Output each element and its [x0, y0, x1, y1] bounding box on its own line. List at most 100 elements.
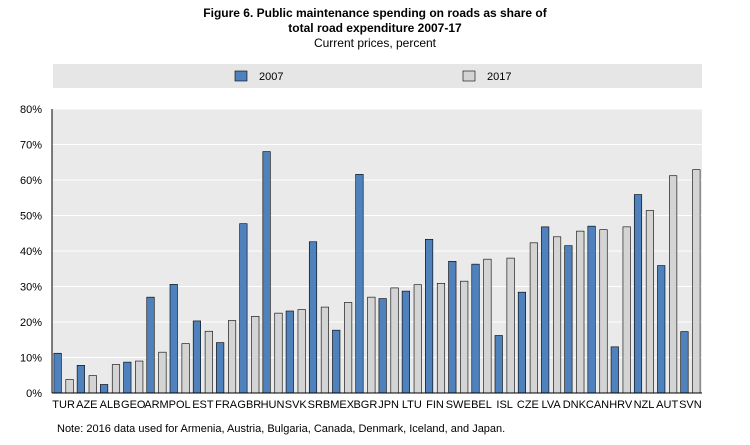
legend-label-2017: 2017 — [487, 71, 511, 83]
x-tick-label: CZE — [517, 399, 539, 411]
bar-2017-svn — [692, 169, 701, 394]
y-tick-labels: 0% 10% 20% 30% 40% 50% 60% 70% 80% — [20, 104, 42, 400]
bar-2007-tur — [53, 352, 62, 394]
y-tick-label: 60% — [20, 175, 42, 187]
y-tick-label: 50% — [20, 211, 42, 223]
x-tick-label: AZE — [76, 399, 97, 411]
bar-2017-ltu — [413, 284, 422, 394]
y-tick-label: 40% — [20, 246, 42, 258]
bar-2017-lva — [553, 236, 562, 394]
bar-2017-est — [204, 330, 213, 394]
bar-2017-bel — [483, 258, 492, 394]
chart-note: Note: 2016 data used for Armenia, Austri… — [57, 423, 506, 435]
x-tick-label: MEX — [330, 399, 355, 411]
bar-2017-svk — [297, 309, 306, 394]
bar-2017-jpn — [390, 287, 399, 394]
bar-2017-arm — [158, 351, 167, 394]
x-tick-label: FRA — [215, 399, 238, 411]
bar-2017-pol — [181, 343, 190, 394]
legend: 2007 2017 — [234, 70, 511, 83]
bar-2017-can — [599, 229, 608, 394]
x-tick-label: SVK — [285, 399, 308, 411]
bar-2007-srb — [308, 241, 318, 394]
bar-2017-mex — [344, 302, 353, 394]
bar-2007-hrv — [610, 346, 619, 394]
bar-2017-hrv — [622, 226, 631, 394]
bar-2017-aut — [669, 175, 678, 394]
bar-2017-aze — [88, 375, 97, 394]
chart-subtitle: Current prices, percent — [313, 36, 437, 50]
bar-2017-alb — [111, 364, 121, 394]
bar-2017-hun — [274, 312, 283, 394]
bar-2007-aze — [76, 365, 85, 394]
bar-2007-isl — [494, 335, 503, 394]
bars — [53, 151, 701, 394]
bar-2017-fra — [228, 320, 237, 394]
x-tick-label: LTU — [402, 399, 422, 411]
y-tick-label: 20% — [20, 317, 42, 329]
bar-2017-gbr — [251, 316, 260, 394]
bar-2017-isl — [506, 257, 515, 394]
bar-2007-swe — [448, 260, 457, 394]
y-tick-label: 10% — [20, 353, 42, 365]
x-tick-label: ALB — [100, 399, 121, 411]
bar-2007-fra — [216, 342, 225, 394]
x-tick-label: BGR — [353, 399, 377, 411]
x-tick-label: GEO — [121, 399, 146, 411]
x-tick-label: POL — [169, 399, 191, 411]
bar-2007-jpn — [378, 298, 387, 394]
x-tick-label: DNK — [563, 399, 587, 411]
bar-2017-cze — [529, 242, 538, 394]
bar-2017-srb — [320, 306, 329, 394]
bar-2007-est — [192, 320, 201, 394]
bar-2007-svn — [680, 331, 689, 394]
bar-2017-tur — [65, 379, 74, 394]
bar-2007-bel — [471, 263, 480, 394]
bar-2007-alb — [100, 384, 109, 394]
y-tick-label: 80% — [20, 104, 42, 116]
chart-title-line-2: total road expenditure 2007-17 — [288, 21, 462, 35]
bar-2007-mex — [332, 329, 341, 394]
x-tick-label: TUR — [52, 399, 75, 411]
y-tick-label: 70% — [20, 140, 42, 152]
x-tick-label: CAN — [586, 399, 609, 411]
bar-2017-swe — [460, 280, 469, 394]
bar-2017-fin — [436, 283, 446, 394]
x-tick-label: FIN — [426, 399, 444, 411]
bar-2007-geo — [123, 361, 132, 394]
bar-2007-arm — [146, 296, 155, 394]
x-tick-label: GBR — [237, 399, 261, 411]
bar-2007-cze — [517, 291, 526, 394]
bar-2007-ltu — [401, 290, 410, 394]
legend-label-2007: 2007 — [259, 71, 283, 83]
x-tick-label: BEL — [471, 399, 492, 411]
x-tick-label: SVN — [679, 399, 702, 411]
bar-2017-nzl — [645, 210, 654, 394]
legend-box — [53, 64, 702, 88]
x-tick-label: ISL — [496, 399, 513, 411]
bar-2007-gbr — [239, 223, 248, 394]
x-tick-label: NZL — [634, 399, 655, 411]
x-tick-label: AUT — [656, 399, 678, 411]
bar-2017-bgr — [367, 296, 376, 394]
bar-2007-svk — [285, 310, 294, 394]
bar-2007-dnk — [564, 245, 573, 394]
x-tick-label: EST — [192, 399, 214, 411]
bar-2007-lva — [541, 226, 550, 394]
legend-swatch-2007 — [234, 70, 248, 82]
bar-2007-can — [587, 225, 596, 394]
bar-2007-fin — [425, 238, 434, 394]
bar-2007-aut — [657, 265, 666, 394]
y-tick-label: 0% — [26, 388, 42, 400]
legend-swatch-2017 — [462, 70, 476, 82]
y-tick-label: 30% — [20, 282, 42, 294]
bar-2017-geo — [135, 360, 144, 394]
bar-2007-bgr — [355, 174, 364, 394]
bar-2007-nzl — [633, 194, 643, 394]
x-tick-label: SWE — [446, 399, 471, 411]
x-tick-label: SRB — [308, 399, 331, 411]
x-tick-label: ARM — [144, 399, 168, 411]
x-tick-label: HUN — [261, 399, 285, 411]
